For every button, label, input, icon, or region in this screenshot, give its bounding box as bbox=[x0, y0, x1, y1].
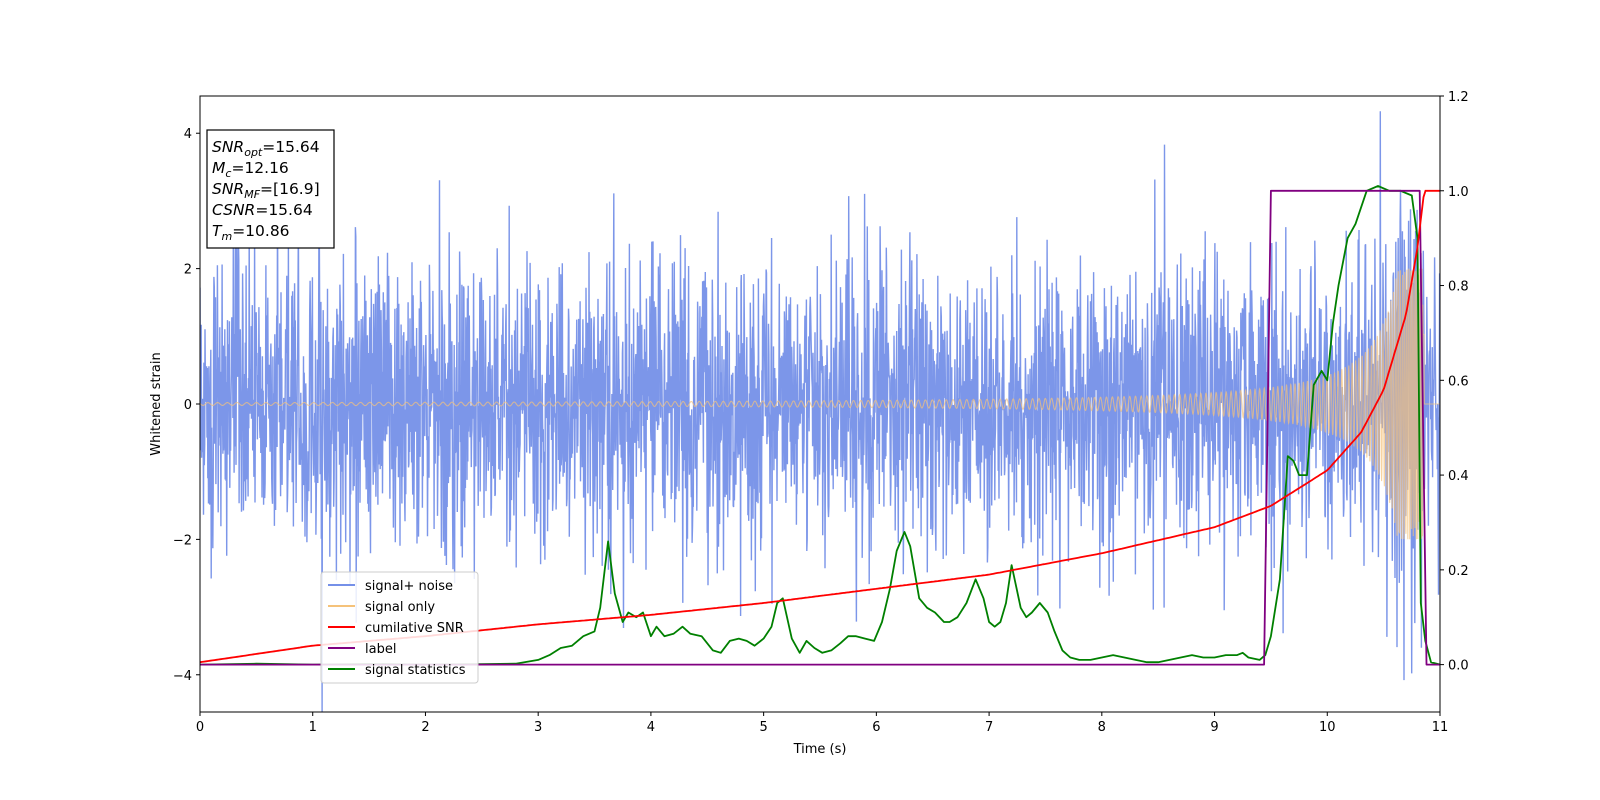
legend-entry: cumilative SNR bbox=[365, 621, 464, 636]
annotation-line: SNRopt=15.64 bbox=[212, 138, 320, 159]
x-tick-label: 5 bbox=[759, 720, 767, 735]
x-tick-label: 3 bbox=[534, 720, 542, 735]
y2-tick-label: 0.8 bbox=[1448, 280, 1469, 295]
x-tick-label: 10 bbox=[1319, 720, 1336, 735]
x-tick-label: 6 bbox=[872, 720, 880, 735]
y-tick-label: 2 bbox=[184, 263, 192, 278]
x-tick-label: 7 bbox=[985, 720, 993, 735]
x-tick-label: 2 bbox=[421, 720, 429, 735]
y2-tick-label: 0.4 bbox=[1448, 469, 1469, 484]
y-tick-label: 4 bbox=[184, 127, 192, 142]
y2-tick-label: 0.6 bbox=[1448, 374, 1469, 389]
legend-frame bbox=[320, 571, 479, 684]
annotation-frame bbox=[206, 129, 335, 249]
annotation-line: SNRMF=[16.9] bbox=[212, 180, 320, 201]
x-axis-label: Time (s) bbox=[793, 742, 847, 757]
annotation-box: SNRopt=15.64Mc=12.16SNRMF=[16.9]CSNR=15.… bbox=[206, 129, 335, 249]
plot-area bbox=[200, 111, 1440, 712]
legend-entry: signal statistics bbox=[365, 663, 466, 678]
series-signal-statistics-line bbox=[200, 185, 1440, 666]
y-tick-label: −2 bbox=[173, 533, 192, 548]
x-tick-label: 4 bbox=[647, 720, 655, 735]
y2-tick-label: 1.2 bbox=[1448, 90, 1469, 105]
annotation-line: Tm=10.86 bbox=[212, 222, 290, 243]
series-signal-noise-line bbox=[200, 111, 1440, 712]
series-label-line bbox=[200, 189, 1440, 666]
x-tick-label: 1 bbox=[309, 720, 317, 735]
axes: 0 1 2 3 4 5 6 7 8 9 10 11 −4 −2 0 2 4 0.0 0.2 0.4 0.6 0.8 1.0 1… bbox=[173, 90, 1469, 735]
y-tick-label: 0 bbox=[184, 398, 192, 413]
annotation-line: Mc=12.16 bbox=[212, 159, 289, 180]
x-tick-label: 9 bbox=[1210, 720, 1218, 735]
legend-entry: signal+ noise bbox=[365, 579, 453, 594]
x-tick-label: 0 bbox=[196, 720, 204, 735]
x-tick-label: 8 bbox=[1098, 720, 1106, 735]
y2-tick-label: 1.0 bbox=[1448, 185, 1469, 200]
y-tick-label: −4 bbox=[173, 669, 192, 684]
x-tick-label: 11 bbox=[1432, 720, 1449, 735]
legend: signal+ noise signal only cumilative SNR la… bbox=[320, 571, 479, 684]
y2-tick-label: 0.0 bbox=[1448, 659, 1469, 674]
y2-tick-label: 0.2 bbox=[1448, 564, 1469, 579]
legend-entry: signal only bbox=[365, 600, 435, 615]
y-axis-label: Whitened strain bbox=[149, 352, 164, 455]
series-signal-only-line bbox=[200, 268, 1440, 540]
legend-entry: label bbox=[365, 642, 396, 657]
annotation-line: CSNR=15.64 bbox=[212, 201, 313, 219]
